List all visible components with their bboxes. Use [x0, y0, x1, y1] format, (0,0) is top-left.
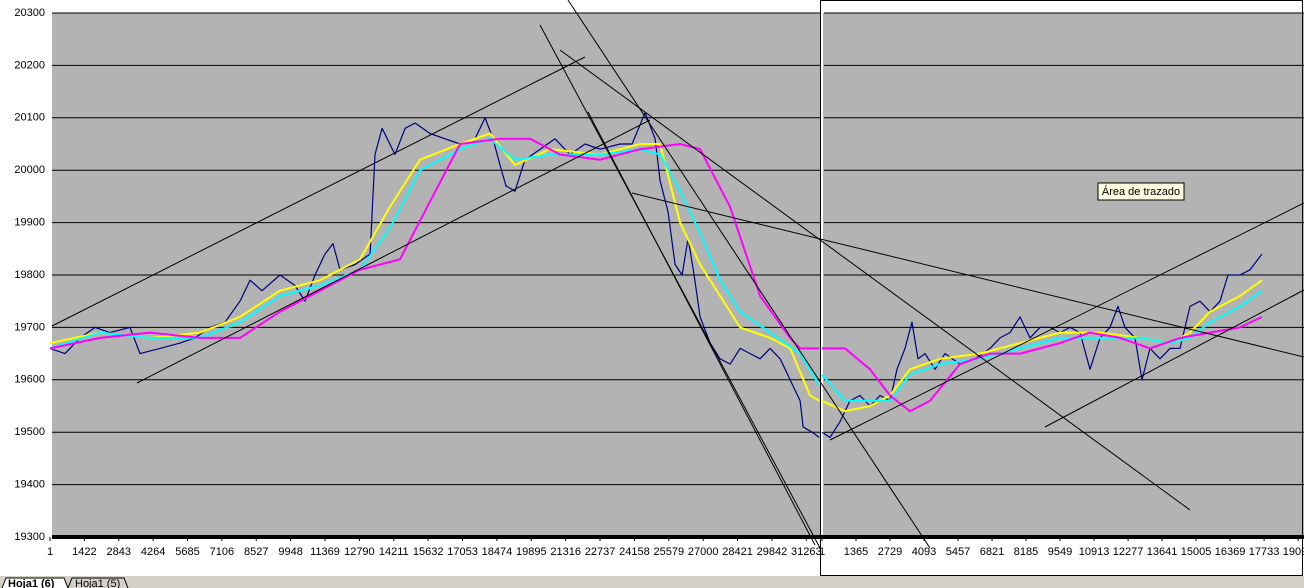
- tab-bar: [0, 576, 1304, 588]
- y-tick-label: 19500: [14, 426, 45, 438]
- y-tick-label: 19700: [14, 321, 45, 333]
- chart-border: [820, 0, 1303, 576]
- x-tick-label: 1365: [844, 546, 868, 558]
- x-tick-label: 7106: [210, 546, 234, 558]
- x-axis: [52, 535, 1304, 539]
- x-tick-label: 22737: [585, 546, 616, 558]
- series-line: [821, 289, 1263, 402]
- x-tick-label: 1: [47, 546, 53, 558]
- x-tick-label: 17053: [447, 546, 478, 558]
- x-tick-label: 25579: [653, 546, 684, 558]
- trend-line: [136, 119, 651, 384]
- series-line: [49, 137, 820, 350]
- x-tick-label: 9948: [278, 546, 302, 558]
- y-tick-label: 19800: [14, 269, 45, 281]
- x-tick-label: 8185: [1014, 546, 1038, 558]
- x-tick-label: 10913: [1079, 546, 1110, 558]
- x-tick-label: 1: [819, 546, 825, 558]
- y-tick-label: 20000: [14, 164, 45, 176]
- y-tick-label: 19400: [14, 479, 45, 491]
- x-tick-label: 2729: [878, 546, 902, 558]
- trend-line: [631, 192, 1304, 358]
- series-line: [821, 253, 1263, 438]
- tab[interactable]: [1, 577, 69, 588]
- x-tick-label: 15632: [413, 546, 444, 558]
- y-tick-label: 19300: [14, 531, 45, 543]
- tab[interactable]: [67, 577, 129, 588]
- x-tick-label: 2843: [107, 546, 131, 558]
- tab-label[interactable]: Hoja1 (5): [75, 578, 120, 588]
- y-tick-label: 20200: [14, 59, 45, 71]
- tooltip-box: [1097, 182, 1185, 201]
- trend-line: [587, 111, 816, 546]
- x-tick-label: 13641: [1147, 546, 1178, 558]
- series-line: [49, 112, 820, 438]
- trend-line: [567, 0, 931, 549]
- x-tick-label: 19895: [516, 546, 547, 558]
- y-tick-label: 19900: [14, 217, 45, 229]
- series-line: [822, 315, 1263, 413]
- x-tick-label: 4093: [912, 546, 936, 558]
- trend-line: [829, 202, 1304, 441]
- x-tick-label: 14211: [379, 546, 409, 558]
- x-tick-label: 12790: [344, 546, 375, 558]
- x-tick-label: 29842: [757, 546, 788, 558]
- trend-line: [559, 49, 1191, 511]
- x-tick-label: 31263: [791, 546, 822, 558]
- x-tick-label: 18474: [482, 546, 513, 558]
- x-tick-label: 5685: [175, 546, 199, 558]
- x-tick-label: 4264: [141, 546, 165, 558]
- x-tick-label: 6821: [980, 546, 1004, 558]
- marks: [49, 12, 1304, 538]
- tooltip: Área de trazado: [1102, 185, 1180, 198]
- x-tick-label: 19097: [1283, 546, 1304, 558]
- y-tick-label: 20300: [14, 7, 45, 19]
- tab-label[interactable]: Hoja1 (6): [8, 578, 55, 588]
- x-tick-label: 12277: [1113, 546, 1144, 558]
- series-line: [49, 137, 821, 386]
- x-tick-label: 1422: [72, 546, 96, 558]
- y-tick-label: 19600: [14, 374, 45, 386]
- y-tick-label: 20100: [14, 112, 45, 124]
- series-line: [49, 132, 820, 402]
- x-tick-label: 8527: [244, 546, 268, 558]
- x-tick-label: 21316: [550, 546, 581, 558]
- x-tick-label: 28421: [722, 546, 753, 558]
- trend-line: [1044, 289, 1304, 428]
- x-tick-label: 11369: [310, 546, 340, 558]
- x-tick-label: 24158: [619, 546, 650, 558]
- trend-line: [51, 56, 586, 327]
- x-tick-label: 9549: [1048, 546, 1072, 558]
- x-tick-label: 27000: [688, 546, 719, 558]
- trend-lines: [51, 0, 1304, 549]
- x-tick-label: 16369: [1215, 546, 1246, 558]
- x-tick-label: 5457: [946, 546, 970, 558]
- x-tick-label: 15005: [1181, 546, 1212, 558]
- x-tick-label: 17733: [1249, 546, 1280, 558]
